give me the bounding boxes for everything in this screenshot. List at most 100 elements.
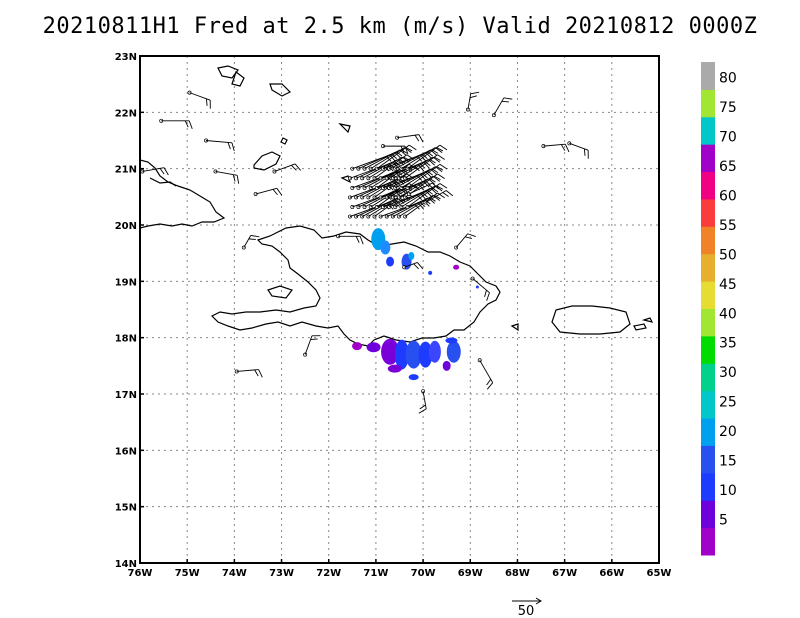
lat-tick-label: 21N bbox=[115, 165, 137, 176]
map-gridlines bbox=[140, 56, 659, 563]
colorbar-segment bbox=[701, 363, 715, 392]
coast-gonave bbox=[267, 285, 293, 299]
longitude-axis: 76W 75W 74W 73W 72W 71W 70W 69W 68W 67W 66W 65W bbox=[128, 559, 672, 579]
wind-speed-patch bbox=[453, 264, 460, 270]
wind-speed-patch bbox=[387, 364, 402, 373]
lon-tick-label: 75W bbox=[175, 568, 200, 579]
wind-barb bbox=[541, 143, 570, 153]
colorbar-label: 35 bbox=[719, 336, 737, 352]
lon-tick-label: 71W bbox=[363, 568, 388, 579]
wind-speed-patch bbox=[366, 342, 381, 353]
colorbar-segment bbox=[701, 500, 715, 529]
wind-barb bbox=[253, 187, 283, 196]
coast-cuba-east bbox=[149, 177, 177, 187]
wind-barb bbox=[372, 154, 415, 181]
colorbar: 5 10 15 20 25 30 35 40 45 50 55 60 65 70 75 80 bbox=[701, 62, 737, 556]
wind-barb bbox=[567, 141, 589, 159]
lon-tick-label: 68W bbox=[505, 568, 530, 579]
wind-barb bbox=[241, 234, 260, 250]
lat-tick-label: 14N bbox=[115, 559, 137, 570]
lon-tick-label: 70W bbox=[411, 568, 436, 579]
map-title: 20210811H1 Fred at 2.5 km (m/s) Valid 20… bbox=[42, 14, 758, 39]
coast-culebra bbox=[641, 317, 654, 323]
coast-bahamas-2 bbox=[269, 83, 292, 97]
wind-speed-patch bbox=[418, 341, 433, 368]
colorbar-label: 80 bbox=[719, 71, 737, 87]
wind-barb bbox=[234, 369, 263, 378]
wind-barb bbox=[405, 163, 448, 190]
colorbar-label: 25 bbox=[719, 395, 737, 411]
wind-barb bbox=[403, 192, 445, 219]
colorbar-label: 40 bbox=[719, 306, 737, 322]
coast-bahamas-3 bbox=[231, 71, 245, 87]
lon-tick-label: 76W bbox=[128, 568, 153, 579]
wind-barb bbox=[272, 163, 302, 174]
wind-barbs bbox=[140, 90, 589, 414]
wind-barb bbox=[204, 138, 235, 152]
wind-barb bbox=[470, 276, 490, 301]
wind-speed-patch bbox=[394, 339, 409, 370]
wind-barb bbox=[397, 194, 441, 219]
colorbar-label: 55 bbox=[719, 218, 737, 234]
coast-puerto-rico bbox=[551, 305, 631, 335]
wind-speed-patch bbox=[442, 360, 451, 371]
colorbar-segment bbox=[701, 527, 715, 556]
latitude-axis: 14N 15N 16N 17N 18N 19N 20N 21N 22N 23N bbox=[115, 52, 144, 570]
wind-barb bbox=[454, 233, 476, 250]
wind-barb bbox=[477, 358, 494, 390]
colorbar-label: 15 bbox=[719, 454, 737, 470]
colorbar-segment bbox=[701, 198, 715, 227]
lon-tick-label: 66W bbox=[599, 568, 624, 579]
map-frame bbox=[139, 55, 660, 564]
colorbar-segment bbox=[701, 62, 715, 90]
colorbar-segment bbox=[701, 226, 715, 255]
lat-tick-label: 15N bbox=[115, 503, 137, 514]
wind-barb bbox=[381, 144, 409, 155]
colorbar-label: 30 bbox=[719, 365, 737, 381]
wind-speed-patch bbox=[408, 251, 415, 260]
wind-speed-patch bbox=[408, 374, 419, 381]
wind-barb bbox=[406, 182, 439, 196]
wind-speed-patch bbox=[386, 256, 395, 267]
colorbar-segment bbox=[701, 308, 715, 337]
wind-barb bbox=[418, 389, 427, 414]
colorbar-segment bbox=[701, 390, 715, 419]
lat-tick-label: 22N bbox=[115, 108, 137, 119]
wind-barb bbox=[405, 144, 448, 171]
wind-barb bbox=[159, 118, 193, 129]
wind-barb bbox=[303, 335, 321, 357]
lon-tick-label: 72W bbox=[316, 568, 341, 579]
coast-mona bbox=[510, 323, 519, 332]
wind-barb bbox=[140, 167, 169, 176]
reference-vector-label: 50 bbox=[518, 604, 535, 618]
colorbar-segment bbox=[701, 171, 715, 200]
lon-tick-label: 65W bbox=[647, 568, 672, 579]
wind-barb bbox=[403, 154, 445, 181]
lon-tick-label: 74W bbox=[222, 568, 247, 579]
colorbar-segment bbox=[701, 144, 715, 173]
colorbar-segment bbox=[701, 418, 715, 446]
wind-barb bbox=[378, 164, 425, 181]
wind-speed-patch bbox=[428, 340, 441, 363]
colorbar-segment bbox=[701, 335, 715, 364]
lat-tick-label: 23N bbox=[115, 52, 137, 63]
colorbar-label: 50 bbox=[719, 247, 737, 263]
colorbar-label: 5 bbox=[719, 512, 728, 528]
wind-speed-patch bbox=[380, 240, 391, 255]
lat-tick-label: 20N bbox=[115, 221, 137, 232]
wind-barb bbox=[399, 166, 443, 190]
reference-arrowhead bbox=[535, 597, 542, 605]
colorbar-segment bbox=[701, 472, 715, 501]
wind-speed-patch bbox=[445, 337, 458, 344]
wind-barb bbox=[405, 183, 448, 209]
reference-vector: 50 bbox=[512, 597, 542, 618]
wind-speed-patch bbox=[381, 338, 400, 365]
wind-speed-patch bbox=[446, 340, 461, 363]
coastlines bbox=[140, 65, 654, 347]
wind-barb bbox=[402, 262, 424, 270]
coast-cuba bbox=[140, 159, 226, 229]
colorbar-label: 70 bbox=[719, 130, 737, 146]
lat-tick-label: 17N bbox=[115, 390, 137, 401]
wind-barb bbox=[374, 144, 417, 171]
